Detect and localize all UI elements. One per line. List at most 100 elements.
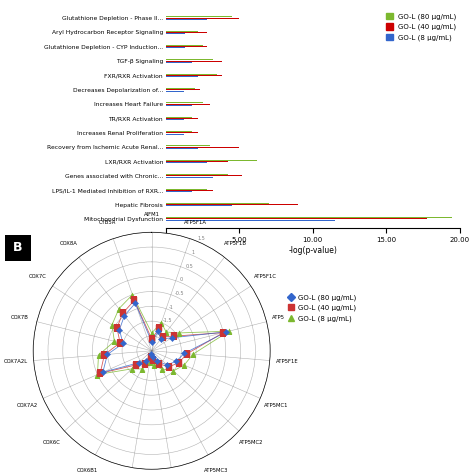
Point [116,339,124,346]
Point [147,350,155,357]
Point [175,329,183,337]
Point [100,351,108,358]
Bar [166,162,207,163]
Bar [166,146,239,148]
Point [149,353,156,360]
Bar [166,119,183,120]
Bar [166,219,335,220]
Point [110,337,118,345]
Bar [166,189,207,190]
Point [223,328,230,336]
Point [149,356,157,363]
Bar [166,19,207,20]
Bar [166,17,232,18]
Point [141,360,148,367]
Bar [166,31,198,32]
Bar [166,161,228,162]
Point [99,368,107,376]
Point [94,371,101,378]
Point [119,310,127,317]
Bar [166,62,192,63]
Point [154,357,161,365]
Point [130,297,138,304]
Point [119,340,127,347]
Point [155,360,163,367]
Point [148,338,155,346]
Bar [166,118,198,119]
Bar [166,217,452,218]
Bar [166,175,242,176]
Bar [166,47,185,48]
Bar [166,177,213,178]
Bar [166,204,298,205]
Bar [166,59,213,60]
Bar [166,105,192,106]
Point [96,370,104,377]
Point [116,326,123,334]
Point [158,365,165,373]
Bar [166,32,207,33]
Point [148,329,155,337]
Bar [166,174,228,175]
Point [120,312,128,319]
Bar [166,148,198,149]
Point [138,365,146,373]
Point [142,357,150,365]
Bar [166,132,198,133]
Bar [166,191,192,192]
Point [170,367,177,374]
Bar [166,102,202,103]
Point [165,363,173,371]
Point [168,334,175,342]
Bar [166,205,232,206]
Bar [166,74,217,75]
Point [104,351,111,358]
Bar [166,203,269,204]
Bar [166,33,185,34]
Point [157,319,165,327]
Legend: GO-L (80 μg/mL), GO-L (40 μg/mL), GO-L (8 μg/mL): GO-L (80 μg/mL), GO-L (40 μg/mL), GO-L (… [385,13,456,41]
Bar [166,46,207,47]
Point [113,324,121,332]
Point [173,358,180,365]
Point [115,305,123,312]
Bar [166,89,200,91]
Point [155,328,162,335]
Point [133,361,140,369]
Point [155,325,163,332]
Point [163,361,171,369]
Bar [166,88,195,89]
Point [146,359,154,366]
Text: B: B [13,241,23,254]
Legend: GO-L (80 μg/mL), GO-L (40 μg/mL), GO-L (8 μg/mL): GO-L (80 μg/mL), GO-L (40 μg/mL), GO-L (… [288,294,356,322]
Point [157,335,164,343]
Point [175,359,182,366]
Bar [166,76,198,77]
Point [135,359,142,366]
Point [147,353,155,360]
Point [108,321,116,328]
Bar [166,45,202,46]
Point [95,351,102,359]
Bar [166,134,183,135]
Point [183,350,191,357]
Point [189,350,197,358]
Bar [166,104,210,105]
Point [159,333,166,340]
Point [170,332,178,340]
Point [132,300,139,307]
Point [128,365,136,373]
Point [148,335,155,343]
Point [181,361,188,369]
Bar [166,117,192,118]
Bar [166,160,257,161]
Bar [166,61,222,62]
Bar [166,131,192,132]
X-axis label: -log(p-value): -log(p-value) [288,246,337,255]
Point [128,291,136,299]
Bar [166,75,222,76]
Point [226,328,233,335]
Point [150,362,158,369]
Point [163,328,170,336]
Point [181,350,188,357]
